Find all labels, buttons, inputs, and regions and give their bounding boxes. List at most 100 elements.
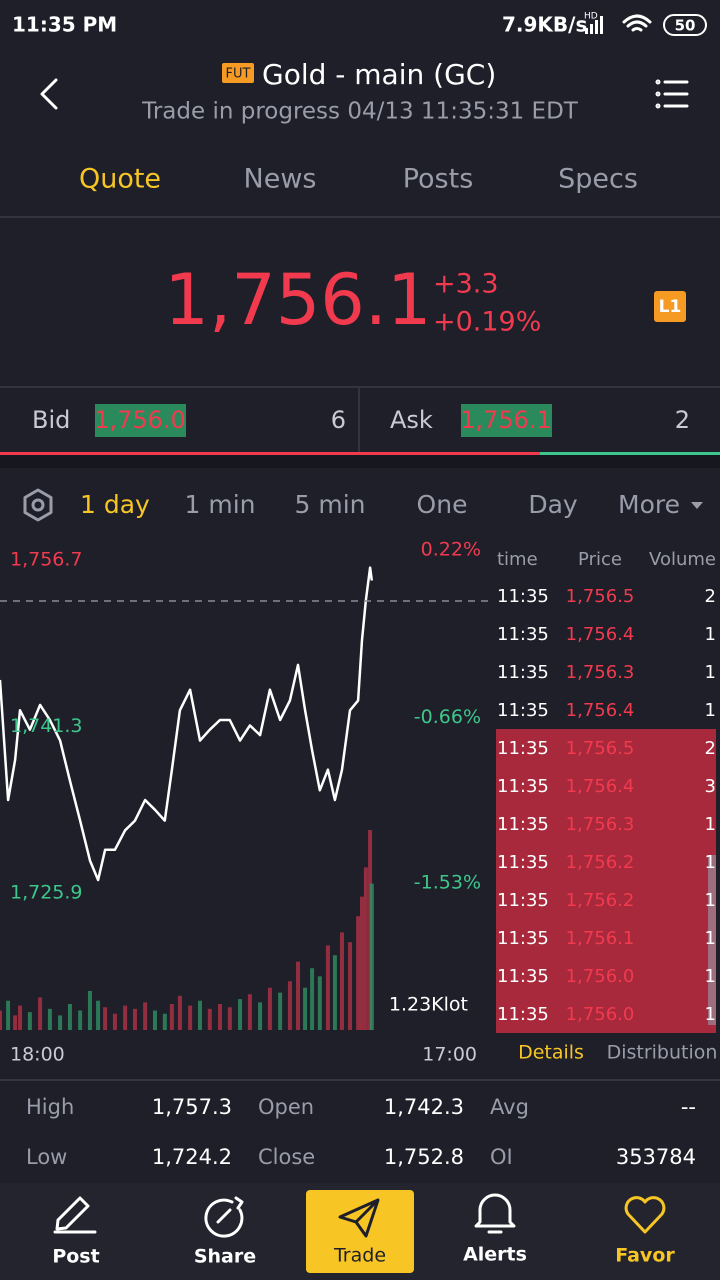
fut-badge-text: FUT [226,67,251,82]
volume-bar [369,883,374,1030]
back-button[interactable] [40,78,58,110]
y-tick-label: 1,725.9 [10,882,83,904]
trade-cell: 3 [705,776,716,797]
bid-ratio-bar [0,452,540,455]
header-subtitle: Trade in progress 04/13 11:35:31 EDT [141,99,579,125]
volume-bar [177,995,182,1030]
ask-price: 1,756.1 [460,406,552,434]
bid-size: 6 [331,406,346,434]
trade-cell: 11:35 [497,814,549,835]
volume-bar [18,1005,23,1030]
period-tab[interactable]: One [417,490,468,519]
nav-item[interactable]: Trade [333,1245,386,1267]
battery-level: 50 [675,17,696,35]
volume-bar [38,997,43,1030]
level-badge[interactable] [654,291,686,322]
header-title: Gold - main (GC) [262,58,496,91]
nav-item[interactable]: Favor [615,1245,675,1267]
tab[interactable]: Quote [79,164,161,195]
trade-cell: 1 [705,966,716,987]
volume-bar [207,1008,212,1030]
volume-bar [359,896,364,1030]
volume-bar [363,867,368,1030]
volume-bar [356,916,361,1030]
trade-cell: 1,756.3 [566,814,635,835]
trade-cell: 1 [705,928,716,949]
volume-bar [258,1002,263,1030]
volume-bar [162,1013,167,1030]
tab[interactable]: Specs [558,164,638,195]
trade-cell: 11:35 [497,624,549,645]
post-icon [53,1196,97,1234]
period-tab[interactable]: 5 min [295,490,366,519]
volume-bar [112,1013,117,1030]
volume-bar [238,999,243,1030]
status-network: HD [584,12,598,22]
nav-item[interactable]: Alerts [463,1244,527,1266]
ask-price-box [461,404,552,437]
trade-cell: 1,756.0 [566,1004,635,1025]
trade-cell: 2 [705,586,716,607]
battery-icon [663,14,707,36]
volume-bar [132,1008,137,1030]
chart: 1,756.7 1,741.3 1,725.9 0.22% -0.66% -1.53% 18… [0,539,481,1066]
period-tab[interactable]: 1 min [185,490,256,519]
chart-settings[interactable] [23,488,53,522]
trade-cell: 1,756.4 [566,700,635,721]
volume-bar [332,955,337,1030]
trades-tab[interactable]: Details [518,1042,584,1064]
trade-button-bg [306,1190,414,1273]
trade-cell: 11:35 [497,586,549,607]
trade-cell: 1 [705,624,716,645]
period-tab[interactable]: Day [528,490,578,519]
y2-tick-label: -0.66% [414,706,481,728]
trade-cell: 1,756.4 [566,624,635,645]
tab[interactable]: News [244,164,317,195]
trade-cell: 11:35 [497,738,549,759]
volume-bar [58,1015,63,1030]
alerts-icon [474,1193,516,1234]
volume-bar [287,981,292,1030]
y2-tick-label: -1.53% [414,872,481,894]
volume-bar [143,1002,148,1030]
ask-ratio-bar [540,452,720,455]
x-tick-label: 18:00 [10,1044,65,1066]
volume-bar [103,1007,108,1030]
volume-bar [278,992,283,1030]
trade-icon [338,1198,380,1238]
volume-bar [197,1000,202,1030]
period-tab[interactable]: 1 day [80,490,150,519]
trades-header: time [497,549,538,570]
price-change-pct: +0.19% [433,307,541,338]
wifi-icon [622,14,652,32]
nav-item[interactable]: Share [194,1246,256,1268]
trades-tab[interactable]: Distribution [607,1042,718,1064]
period-tab[interactable]: More [618,490,680,519]
separator [0,455,720,468]
trade-cell: 1,756.0 [566,966,635,987]
level-badge-text: L1 [659,297,682,317]
volume-bar [188,1005,193,1030]
volume-bar [348,942,353,1030]
menu-button[interactable] [655,79,689,109]
bid-price: 1,756.0 [94,406,186,434]
volume-bar [87,990,92,1030]
trade-cell: 1,756.5 [566,738,635,759]
volume-bar [13,1015,18,1030]
y2-tick-label: 0.22% [421,539,481,561]
volume-bar [227,1007,232,1030]
tab[interactable]: Posts [403,164,474,195]
volume-label: 1.23Klot [389,994,468,1016]
fut-badge [222,63,254,83]
trade-cell: 1 [705,852,716,873]
stat-label: Open [258,1095,314,1119]
trade-cell: 11:35 [497,776,549,797]
signal-icon [585,16,603,34]
volume-bar [339,932,344,1030]
volume-bar [296,961,301,1030]
trade-cell: 1 [705,890,716,911]
volume-bar [303,987,308,1030]
nav-item[interactable]: Post [52,1246,99,1268]
